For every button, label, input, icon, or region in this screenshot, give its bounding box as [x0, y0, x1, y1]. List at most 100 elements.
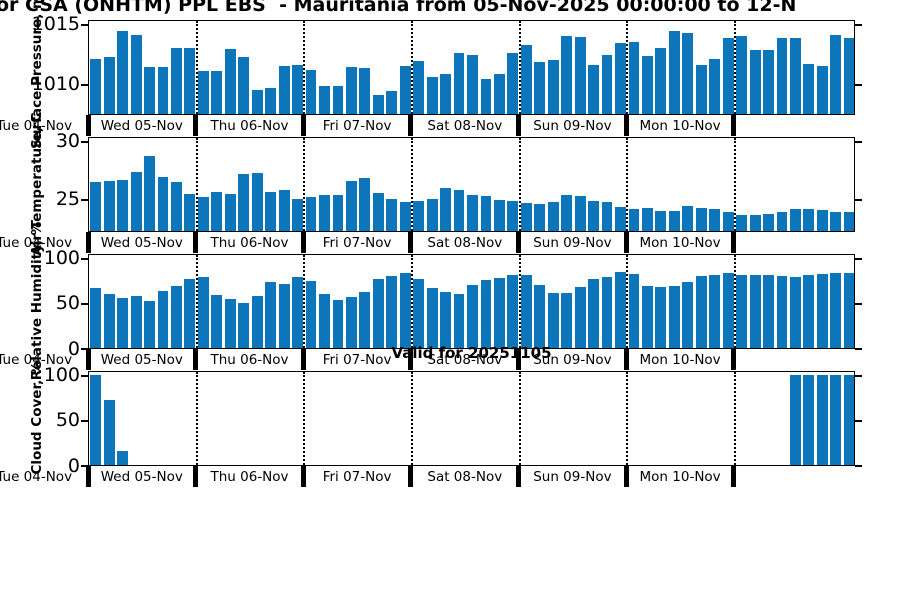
relative-humidity-bar [251, 295, 263, 348]
surface-pressure-bar [413, 61, 425, 114]
air-temperature-bar [588, 200, 600, 231]
day-boundary-tick [300, 349, 306, 370]
ytick-label: 0 [67, 337, 80, 360]
day-label-tue04: Tue 04-Nov [0, 118, 73, 134]
day-boundary-tick [731, 232, 737, 253]
surface-pressure-bar [722, 38, 734, 114]
day-gridline [195, 138, 198, 231]
air-temperature-bar [426, 198, 438, 231]
day-label-row: Tue 04-Nov Wed 05-Nov Thu 06-Nov Fri 07-Nov… [0, 466, 900, 488]
cloud-cover-bar [117, 450, 129, 465]
day-gridline [518, 21, 521, 114]
relative-humidity-bar [144, 300, 155, 348]
day-boundary-tick [623, 232, 629, 253]
relative-humidity-bar [305, 281, 317, 348]
day-gridline [195, 255, 198, 348]
relative-humidity-bar [601, 276, 613, 348]
relative-humidity-bar [238, 302, 250, 348]
day-gridline [410, 138, 413, 231]
relative-humidity-bar [467, 284, 478, 348]
cloud-cover-bar [843, 374, 854, 465]
surface-pressure-bar [319, 86, 330, 114]
air-temperature-bar [816, 210, 828, 231]
surface-pressure-bar [668, 31, 680, 114]
day-gridline [626, 255, 629, 348]
air-temperature-bar [171, 182, 182, 231]
air-temperature-bar [265, 191, 277, 231]
day-label: Wed 05-Nov [100, 118, 183, 134]
day-boundary-tick [300, 115, 306, 136]
surface-pressure-bar [265, 87, 277, 114]
relative-humidity-bar [561, 292, 573, 348]
air-temperature-bar [413, 200, 425, 231]
relative-humidity-bar [520, 274, 532, 348]
relative-humidity-plot [88, 254, 855, 349]
air-temperature-bar [480, 196, 492, 231]
surface-pressure-bar [345, 67, 357, 114]
surface-pressure-bar [776, 38, 788, 114]
ytick-label: 50 [55, 292, 80, 315]
surface-pressure-bar [372, 94, 384, 114]
air-temperature-bar [251, 173, 263, 231]
relative-humidity-bar [171, 286, 182, 348]
air-temperature-bar [830, 212, 842, 231]
surface-pressure-bar [305, 69, 317, 114]
air-temperature-bar [359, 177, 371, 231]
ytick-mark-left [81, 374, 88, 377]
ytick-mark-right [855, 83, 862, 86]
ytick-mark-left [81, 23, 88, 26]
day-boundary-tick [516, 115, 522, 136]
day-gridline [518, 138, 521, 231]
air-temperature-bar [278, 190, 290, 231]
relative-humidity-bar [507, 274, 519, 348]
day-gridline [303, 21, 306, 114]
day-boundary-tick [85, 232, 91, 253]
day-gridline [303, 372, 306, 465]
air-temperature-plot [88, 137, 855, 232]
cloud-cover-plot [88, 371, 855, 466]
day-label-tue04: Tue 04-Nov [0, 352, 73, 368]
day-gridline [733, 21, 736, 114]
surface-pressure-plot [88, 20, 855, 115]
air-temperature-bar [345, 181, 357, 231]
surface-pressure-bar [843, 38, 854, 114]
surface-pressure-bar [197, 70, 209, 114]
air-temperature-bar [90, 182, 102, 231]
surface-pressure-bar [90, 58, 102, 114]
day-label: Sat 08-Nov [427, 235, 503, 251]
day-boundary-tick [408, 232, 414, 253]
relative-humidity-bar [803, 274, 815, 348]
air-temperature-bar [601, 202, 613, 231]
surface-pressure-bar [520, 45, 532, 114]
air-temperature-bar [709, 209, 721, 231]
ytick-label: 25 [55, 188, 80, 211]
day-label: Mon 10-Nov [639, 352, 721, 368]
ytick-mark-left [81, 465, 88, 467]
relative-humidity-bar [157, 291, 169, 348]
day-gridline [733, 255, 736, 348]
air-temperature-bar [103, 181, 115, 231]
day-boundary-tick [193, 115, 199, 136]
surface-pressure-bar [144, 67, 155, 114]
air-temperature-bar [655, 211, 667, 231]
air-temperature-bar [668, 211, 680, 231]
day-label-row: Tue 04-Nov Wed 05-Nov Thu 06-Nov Fri 07-Nov… [0, 115, 900, 137]
air-temperature-bar [493, 199, 505, 231]
day-gridline [410, 255, 413, 348]
day-label: Sun 09-Nov [533, 118, 612, 134]
ytick-mark-right [855, 257, 862, 260]
air-temperature-bar [749, 214, 761, 231]
relative-humidity-bar [642, 285, 653, 348]
surface-pressure-bar [440, 74, 452, 114]
relative-humidity-bar [574, 287, 586, 348]
day-gridline [410, 21, 413, 114]
day-label: Sat 08-Nov [427, 469, 503, 485]
surface-pressure-bar [278, 65, 290, 114]
relative-humidity-bar [426, 288, 438, 348]
ytick-label: 0 [67, 454, 80, 477]
air-temperature-bar [547, 202, 559, 231]
air-temperature-bar [615, 206, 626, 231]
relative-humidity-bar [615, 272, 626, 348]
relative-humidity-bar [749, 274, 761, 348]
